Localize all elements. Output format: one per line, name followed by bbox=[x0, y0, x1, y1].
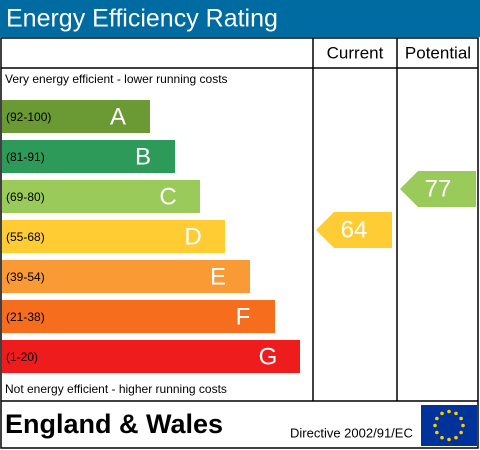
grid bbox=[0, 37, 479, 449]
region: England & Wales bbox=[5, 409, 223, 439]
band-letter: E bbox=[210, 263, 226, 290]
directive: Directive 2002/91/EC bbox=[290, 425, 413, 440]
flag-star bbox=[454, 411, 458, 416]
eu-flag bbox=[421, 405, 477, 446]
bottom-note: Not energy efficient - higher running co… bbox=[5, 382, 227, 396]
band-letter: F bbox=[236, 303, 251, 330]
band-range: (1-20) bbox=[6, 350, 38, 364]
flag-star bbox=[440, 411, 444, 416]
band-letter: B bbox=[135, 143, 151, 170]
flag-star bbox=[440, 435, 444, 440]
band-range: (21-38) bbox=[6, 310, 45, 324]
flag-star bbox=[454, 435, 458, 440]
current-value: 64 bbox=[341, 216, 368, 243]
band-letter: C bbox=[159, 183, 176, 210]
band-bar bbox=[2, 220, 225, 253]
flag-star bbox=[435, 416, 439, 421]
bands: (92-100) A (81-91) B (69-80) C (55-68) D (39-54)… bbox=[2, 100, 300, 373]
current-arrow bbox=[316, 212, 392, 248]
flag-star bbox=[447, 409, 451, 414]
top-note: Very energy efficient - lower running co… bbox=[5, 72, 228, 86]
band-bar bbox=[2, 340, 300, 373]
band-letter: A bbox=[110, 103, 126, 130]
flag-star bbox=[447, 437, 451, 442]
potential-arrow bbox=[400, 171, 476, 207]
band-bar bbox=[2, 100, 150, 133]
flag-star bbox=[435, 430, 439, 435]
flag-star bbox=[461, 423, 465, 428]
current-header: Current bbox=[327, 43, 384, 62]
title: Energy Efficiency Rating bbox=[6, 5, 278, 33]
band-range: (92-100) bbox=[6, 110, 51, 124]
band-bar bbox=[2, 300, 275, 333]
band-range: (55-68) bbox=[6, 230, 45, 244]
band-letter: G bbox=[259, 343, 278, 370]
band-bar bbox=[2, 260, 250, 293]
potential-value: 77 bbox=[425, 175, 452, 202]
potential-header: Potential bbox=[405, 43, 471, 62]
band-range: (69-80) bbox=[6, 190, 45, 204]
header-bar bbox=[0, 0, 480, 37]
band-bar bbox=[2, 180, 200, 213]
band-range: (39-54) bbox=[6, 270, 45, 284]
band-letter: D bbox=[184, 223, 201, 250]
band-bar bbox=[2, 140, 175, 173]
flag-star bbox=[433, 423, 437, 428]
band-range: (81-91) bbox=[6, 150, 45, 164]
flag-star bbox=[459, 430, 463, 435]
flag-star bbox=[459, 416, 463, 421]
